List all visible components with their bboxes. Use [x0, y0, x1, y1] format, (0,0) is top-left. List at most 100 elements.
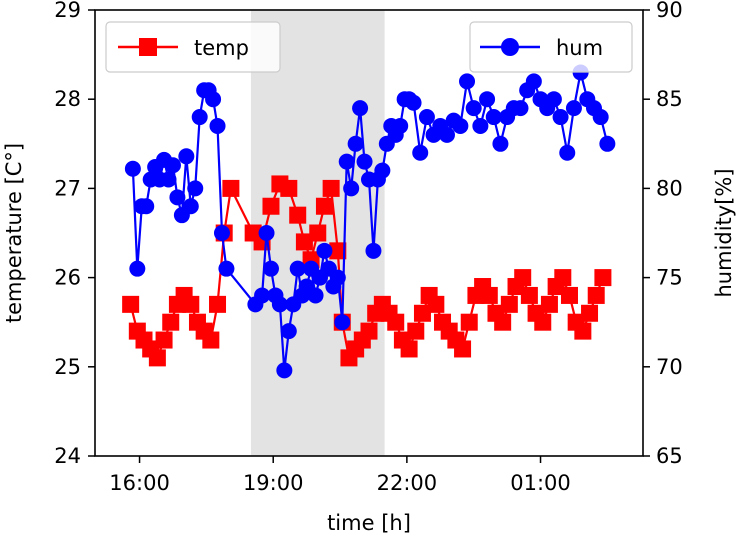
point-temp	[427, 295, 445, 313]
point-temp	[587, 286, 605, 304]
point-temp	[581, 304, 599, 322]
legend-hum-marker	[501, 38, 519, 56]
point-hum	[592, 109, 609, 126]
point-hum	[218, 260, 235, 277]
series-temp	[122, 175, 612, 367]
point-hum	[307, 287, 324, 304]
y-tick-label-left: 28	[54, 87, 81, 111]
point-temp	[315, 197, 333, 215]
point-hum	[365, 242, 382, 259]
ticks-layer: 16:00 19:00 22:00 01:00 24 25 26 27 28 29 65 70 75 80…	[54, 0, 682, 495]
point-hum	[412, 144, 429, 161]
y-tick-label-left: 29	[54, 0, 81, 22]
point-hum	[169, 189, 186, 206]
point-temp	[454, 340, 472, 358]
point-hum	[271, 296, 288, 313]
point-hum	[552, 109, 569, 126]
point-temp	[329, 242, 347, 260]
point-hum	[559, 144, 576, 161]
series-hum	[124, 64, 616, 379]
point-hum	[356, 153, 373, 170]
point-hum	[258, 225, 275, 241]
legend-temp: temp	[105, 21, 281, 73]
y-axis-label-right: humidity[%]	[712, 168, 736, 297]
point-hum	[452, 117, 469, 134]
point-hum	[138, 198, 155, 215]
point-hum	[599, 135, 616, 152]
point-temp	[322, 179, 340, 197]
point-hum	[182, 198, 199, 215]
point-hum	[187, 180, 204, 197]
point-temp	[534, 313, 552, 331]
x-tick-label: 22:00	[377, 471, 438, 495]
point-hum	[472, 117, 489, 134]
point-temp	[222, 179, 240, 197]
point-temp	[202, 331, 220, 349]
legend-hum-label: hum	[556, 36, 603, 60]
point-temp	[540, 295, 558, 313]
point-temp	[295, 233, 313, 251]
point-hum	[338, 153, 355, 170]
point-temp	[407, 322, 425, 340]
point-hum	[254, 287, 271, 304]
point-temp	[494, 313, 512, 331]
point-temp	[262, 197, 280, 215]
point-temp	[554, 269, 572, 287]
point-hum	[316, 242, 333, 259]
point-hum	[374, 162, 391, 179]
point-hum	[205, 91, 222, 108]
point-hum	[418, 109, 435, 126]
point-temp	[148, 349, 166, 367]
point-temp	[360, 322, 378, 340]
x-tick-label: 19:00	[243, 471, 304, 495]
point-hum	[276, 362, 293, 379]
point-hum	[545, 91, 562, 108]
point-temp	[289, 206, 307, 224]
point-hum	[459, 73, 476, 90]
point-temp	[209, 295, 227, 313]
point-hum	[213, 225, 230, 241]
point-hum	[262, 260, 279, 277]
point-hum	[178, 148, 195, 165]
point-temp	[400, 340, 418, 358]
point-hum	[209, 117, 226, 134]
y-tick-label-left: 25	[54, 355, 81, 379]
y-tick-label-right: 90	[656, 0, 683, 22]
x-axis-label: time [h]	[327, 511, 411, 535]
point-temp	[560, 286, 578, 304]
point-hum	[191, 109, 208, 126]
point-temp	[182, 295, 200, 313]
point-hum	[334, 314, 351, 331]
point-hum	[164, 157, 181, 174]
point-temp	[574, 322, 592, 340]
legend-temp-marker	[139, 38, 157, 56]
y-tick-label-right: 85	[656, 87, 683, 111]
point-hum	[343, 180, 360, 197]
point-hum	[124, 160, 141, 177]
point-temp	[155, 331, 173, 349]
point-temp	[122, 295, 140, 313]
y-axis-label-left: temperature [C°]	[2, 143, 26, 323]
point-hum	[392, 117, 409, 134]
legend-hum-box	[469, 21, 633, 73]
point-hum	[525, 73, 542, 90]
point-temp	[280, 179, 298, 197]
series-layer	[122, 64, 616, 379]
point-temp	[387, 313, 405, 331]
point-temp	[520, 286, 538, 304]
legend-hum: hum	[469, 21, 633, 73]
point-hum	[347, 135, 364, 152]
point-hum	[352, 100, 369, 117]
point-temp	[162, 313, 180, 331]
legend-temp-box	[105, 21, 281, 73]
legend-temp-label: temp	[194, 36, 249, 60]
point-hum	[479, 91, 496, 108]
point-temp	[413, 304, 431, 322]
x-tick-label: 01:00	[510, 471, 571, 495]
point-hum	[129, 260, 146, 277]
point-hum	[465, 100, 482, 117]
x-tick-label: 16:00	[109, 471, 170, 495]
point-hum	[405, 94, 422, 111]
y-tick-label-left: 27	[54, 176, 81, 200]
